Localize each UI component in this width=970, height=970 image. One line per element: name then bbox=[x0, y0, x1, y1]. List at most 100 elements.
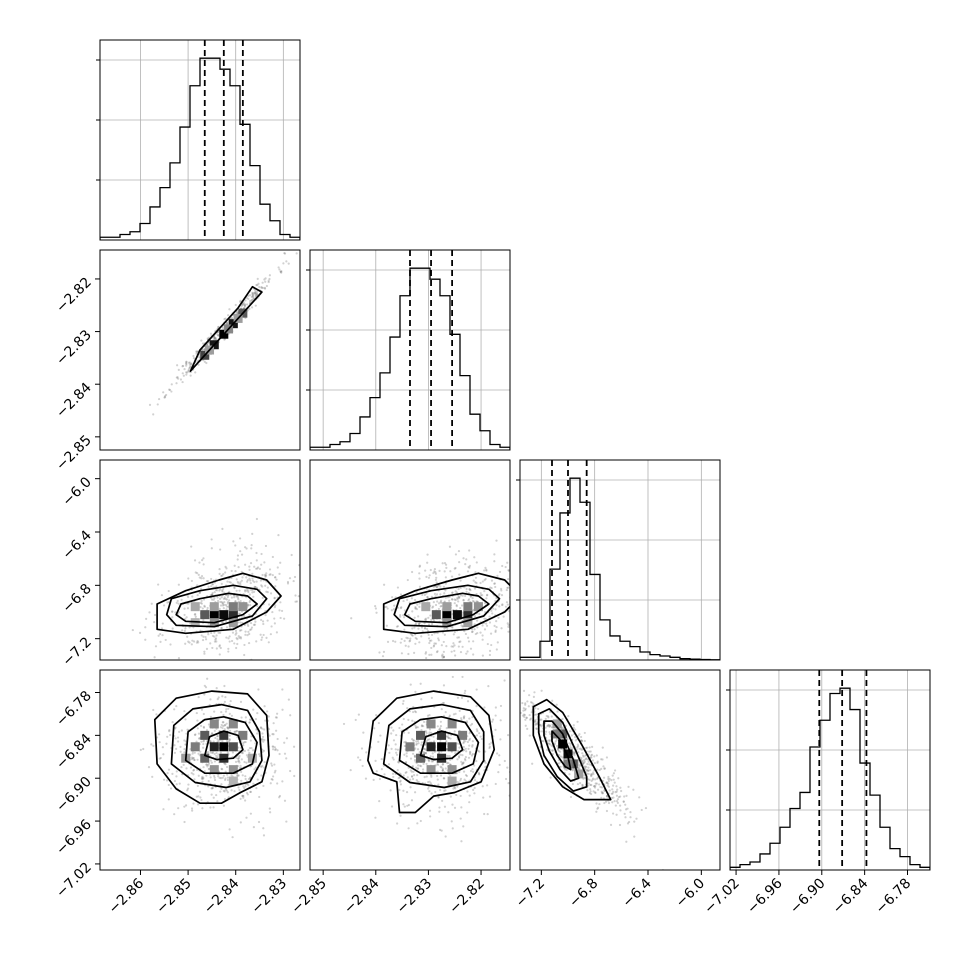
scatter-point bbox=[230, 316, 233, 319]
scatter-point bbox=[198, 576, 201, 579]
scatter-point bbox=[244, 740, 247, 744]
scatter-point bbox=[462, 557, 465, 560]
scatter-point bbox=[443, 664, 445, 666]
scatter-point bbox=[410, 770, 413, 773]
scatter-point bbox=[550, 744, 553, 747]
scatter-point bbox=[532, 695, 535, 699]
scatter-point bbox=[485, 622, 488, 625]
scatter-point bbox=[237, 759, 241, 762]
scatter-point bbox=[259, 726, 263, 730]
scatter-point bbox=[568, 773, 571, 776]
scatter-point bbox=[594, 778, 597, 781]
scatter-point bbox=[292, 745, 296, 748]
scatter-point bbox=[456, 598, 459, 601]
scatter-point bbox=[583, 758, 586, 761]
scatter-point bbox=[574, 728, 577, 731]
scatter-point bbox=[590, 753, 594, 756]
scatter-point bbox=[252, 291, 255, 295]
scatter-point bbox=[420, 729, 423, 732]
scatter-point bbox=[547, 742, 550, 745]
scatter-point bbox=[443, 562, 447, 565]
scatter-point bbox=[533, 626, 535, 628]
scatter-point bbox=[224, 723, 227, 727]
scatter-point bbox=[246, 604, 250, 607]
scatter-point bbox=[241, 302, 245, 305]
scatter-point bbox=[223, 728, 226, 731]
scatter-point bbox=[453, 786, 456, 789]
scatter-point bbox=[177, 583, 180, 586]
scatter-point bbox=[557, 748, 560, 751]
scatter-point bbox=[404, 644, 407, 647]
scatter-point bbox=[547, 724, 550, 727]
scatter-point bbox=[581, 784, 584, 787]
scatter-point bbox=[469, 647, 473, 650]
scatter-point bbox=[190, 807, 194, 810]
scatter-point bbox=[294, 600, 297, 603]
scatter-point bbox=[201, 607, 204, 610]
scatter-point bbox=[249, 581, 252, 585]
scatter-point bbox=[424, 618, 427, 621]
scatter-point bbox=[607, 785, 611, 788]
scatter-point bbox=[429, 755, 432, 758]
scatter-point bbox=[185, 360, 188, 363]
scatter-point bbox=[247, 294, 250, 297]
scatter-point bbox=[210, 547, 213, 550]
scatter-point bbox=[410, 570, 414, 574]
scatter-point bbox=[273, 576, 277, 579]
scatter-point bbox=[256, 566, 260, 569]
scatter-point bbox=[175, 704, 178, 708]
scatter-point bbox=[483, 706, 486, 709]
x-tick-label: −2.84 bbox=[201, 875, 243, 917]
scatter-point bbox=[457, 587, 460, 591]
density-cell bbox=[442, 602, 452, 612]
scatter-point bbox=[499, 738, 502, 741]
scatter-point bbox=[472, 788, 475, 791]
scatter-point bbox=[239, 700, 243, 703]
density-cell bbox=[473, 602, 483, 612]
scatter-point bbox=[596, 760, 599, 763]
scatter-point bbox=[222, 607, 225, 610]
scatter-point bbox=[211, 598, 214, 601]
scatter-point bbox=[571, 769, 574, 772]
density-cell bbox=[190, 602, 200, 612]
scatter-point bbox=[622, 800, 625, 803]
scatter-point bbox=[219, 600, 222, 604]
scatter-point bbox=[167, 783, 170, 787]
scatter-point bbox=[255, 559, 258, 562]
scatter-point bbox=[464, 740, 467, 743]
scatter-point bbox=[204, 638, 208, 641]
scatter-point bbox=[297, 595, 300, 598]
scatter-point bbox=[453, 598, 456, 601]
scatter-point bbox=[171, 610, 174, 613]
scatter-point bbox=[272, 722, 275, 725]
scatter-point bbox=[264, 574, 267, 577]
scatter-point bbox=[499, 719, 502, 722]
scatter-point bbox=[268, 603, 271, 606]
scatter-point bbox=[250, 547, 253, 550]
scatter-point bbox=[506, 603, 509, 606]
scatter-point bbox=[596, 788, 600, 791]
scatter-point bbox=[458, 596, 461, 600]
hist-step-line bbox=[100, 57, 300, 240]
scatter-point bbox=[551, 726, 554, 729]
scatter-point bbox=[466, 700, 470, 703]
scatter-point bbox=[243, 749, 246, 753]
scatter-point bbox=[264, 719, 267, 722]
scatter-point bbox=[216, 698, 219, 701]
scatter-point bbox=[175, 747, 178, 750]
scatter-point bbox=[480, 663, 482, 665]
scatter-point bbox=[407, 803, 410, 807]
scatter-point bbox=[589, 788, 592, 791]
scatter-point bbox=[576, 720, 579, 723]
scatter-point bbox=[424, 617, 428, 620]
scatter-point bbox=[488, 746, 491, 750]
scatter-point bbox=[417, 622, 421, 626]
scatter-point bbox=[497, 771, 500, 774]
scatter-point bbox=[231, 836, 234, 839]
scatter-point bbox=[209, 751, 212, 754]
density-cell bbox=[209, 610, 219, 620]
scatter-point bbox=[610, 779, 613, 782]
scatter-point bbox=[454, 566, 457, 570]
scatter-point bbox=[406, 578, 409, 582]
scatter-point bbox=[481, 654, 484, 657]
